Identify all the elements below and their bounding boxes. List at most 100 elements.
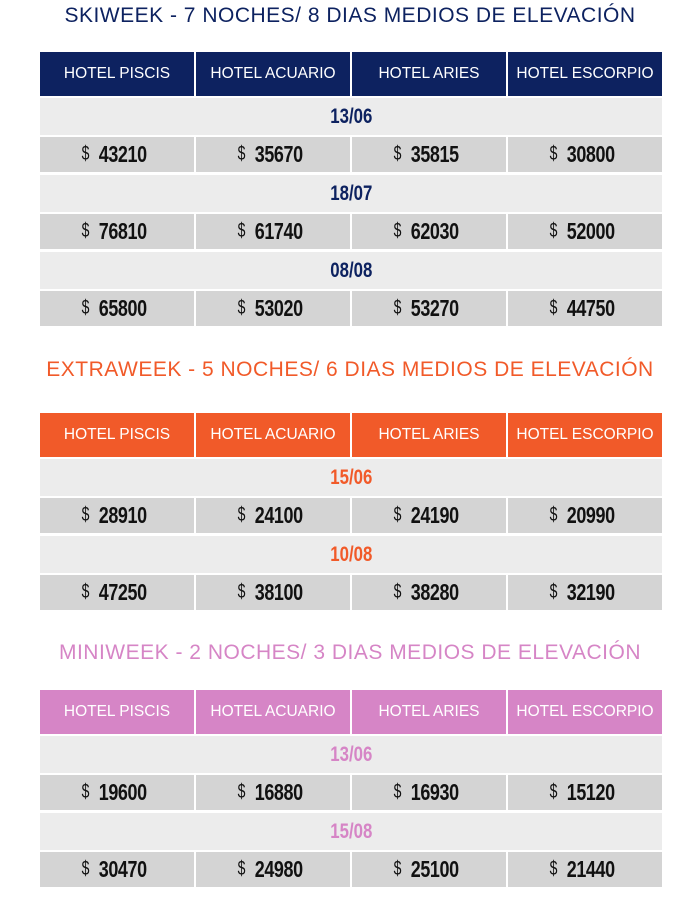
column-header: HOTEL ACUARIO [196, 413, 350, 457]
price-value: 21440 [567, 856, 616, 882]
date-label: 10/08 [329, 542, 373, 566]
currency-symbol: $ [549, 143, 558, 165]
column-header: HOTEL ARIES [352, 690, 506, 734]
column-header: HOTEL PISCIS [40, 413, 194, 457]
currency-symbol: $ [237, 858, 246, 880]
price-value: 20990 [567, 502, 616, 528]
price-value: 19600 [99, 779, 148, 805]
price-cell: $53020 [196, 291, 350, 326]
price-value: 44750 [567, 295, 616, 321]
price-value: 61740 [255, 218, 304, 244]
currency-symbol: $ [393, 297, 402, 319]
currency-symbol: $ [237, 781, 246, 803]
currency-symbol: $ [393, 581, 402, 603]
price-cell: $28910 [40, 498, 194, 533]
price-cell: $25100 [352, 852, 506, 887]
price-cell: $35815 [352, 137, 506, 172]
column-header: HOTEL ESCORPIO [508, 52, 662, 96]
price-cell: $30800 [508, 137, 662, 172]
price-value: 15120 [567, 779, 616, 805]
price-cell: $43210 [40, 137, 194, 172]
date-label: 18/07 [329, 181, 373, 205]
price-cell: $38280 [352, 575, 506, 610]
price-value: 65800 [99, 295, 148, 321]
price-cell: $21440 [508, 852, 662, 887]
price-value: 24100 [255, 502, 304, 528]
price-value: 76810 [99, 218, 148, 244]
price-row: $47250 $38100 $38280 $32190 [40, 575, 662, 610]
price-value: 52000 [567, 218, 616, 244]
currency-symbol: $ [81, 220, 90, 242]
price-cell: $61740 [196, 214, 350, 249]
column-header: HOTEL ARIES [352, 413, 506, 457]
price-cell: $20990 [508, 498, 662, 533]
price-value: 38100 [255, 579, 304, 605]
currency-symbol: $ [549, 297, 558, 319]
price-row: $43210 $35670 $35815 $30800 [40, 137, 662, 172]
date-row: 15/08 [40, 813, 662, 850]
price-row: $28910 $24100 $24190 $20990 [40, 498, 662, 533]
price-value: 35670 [255, 141, 304, 167]
currency-symbol: $ [393, 504, 402, 526]
date-label: 15/08 [329, 819, 373, 843]
table-body: HOTEL PISCIS HOTEL ACUARIO HOTEL ARIES HOTE… [40, 52, 662, 329]
currency-symbol: $ [237, 143, 246, 165]
date-label: 13/06 [329, 742, 373, 766]
date-row: 10/08 [40, 536, 662, 573]
price-cell: $16880 [196, 775, 350, 810]
table-body: HOTEL PISCIS HOTEL ACUARIO HOTEL ARIES HOTE… [40, 413, 662, 613]
column-header: HOTEL ARIES [352, 52, 506, 96]
price-cell: $38100 [196, 575, 350, 610]
table-body: HOTEL PISCIS HOTEL ACUARIO HOTEL ARIES HOTE… [40, 690, 662, 890]
price-value: 62030 [411, 218, 460, 244]
price-cell: $19600 [40, 775, 194, 810]
currency-symbol: $ [81, 781, 90, 803]
price-cell: $65800 [40, 291, 194, 326]
column-header: HOTEL ACUARIO [196, 690, 350, 734]
currency-symbol: $ [237, 581, 246, 603]
price-cell: $35670 [196, 137, 350, 172]
currency-symbol: $ [81, 581, 90, 603]
currency-symbol: $ [237, 220, 246, 242]
currency-symbol: $ [393, 781, 402, 803]
price-value: 30470 [99, 856, 148, 882]
currency-symbol: $ [393, 143, 402, 165]
price-value: 25100 [411, 856, 460, 882]
price-value: 53020 [255, 295, 304, 321]
currency-symbol: $ [549, 220, 558, 242]
price-row: $76810 $61740 $62030 $52000 [40, 214, 662, 249]
section-title: EXTRAWEEK - 5 NOCHES/ 6 DIAS MEDIOS DE E… [46, 358, 654, 381]
currency-symbol: $ [237, 297, 246, 319]
price-cell: $62030 [352, 214, 506, 249]
price-cell: $24100 [196, 498, 350, 533]
price-value: 16930 [411, 779, 460, 805]
price-row: $30470 $24980 $25100 $21440 [40, 852, 662, 887]
price-cell: $32190 [508, 575, 662, 610]
currency-symbol: $ [81, 504, 90, 526]
currency-symbol: $ [549, 504, 558, 526]
price-value: 38280 [411, 579, 460, 605]
currency-symbol: $ [393, 858, 402, 880]
currency-symbol: $ [393, 220, 402, 242]
header-row: HOTEL PISCIS HOTEL ACUARIO HOTEL ARIES HOTE… [40, 413, 662, 457]
price-row: $65800 $53020 $53270 $44750 [40, 291, 662, 326]
column-header: HOTEL PISCIS [40, 690, 194, 734]
currency-symbol: $ [549, 858, 558, 880]
date-row: 13/06 [40, 98, 662, 135]
header-row: HOTEL PISCIS HOTEL ACUARIO HOTEL ARIES HOTE… [40, 52, 662, 96]
column-header: HOTEL PISCIS [40, 52, 194, 96]
price-cell: $76810 [40, 214, 194, 249]
price-cell: $47250 [40, 575, 194, 610]
price-row: $19600 $16880 $16930 $15120 [40, 775, 662, 810]
price-cell: $30470 [40, 852, 194, 887]
date-label: 08/08 [329, 258, 373, 282]
price-value: 16880 [255, 779, 304, 805]
price-value: 47250 [99, 579, 148, 605]
date-label: 13/06 [329, 104, 373, 128]
date-row: 13/06 [40, 736, 662, 773]
price-value: 43210 [99, 141, 148, 167]
price-cell: $16930 [352, 775, 506, 810]
price-value: 28910 [99, 502, 148, 528]
section-title: MINIWEEK - 2 NOCHES/ 3 DIAS MEDIOS DE EL… [58, 641, 642, 664]
price-cell: $15120 [508, 775, 662, 810]
